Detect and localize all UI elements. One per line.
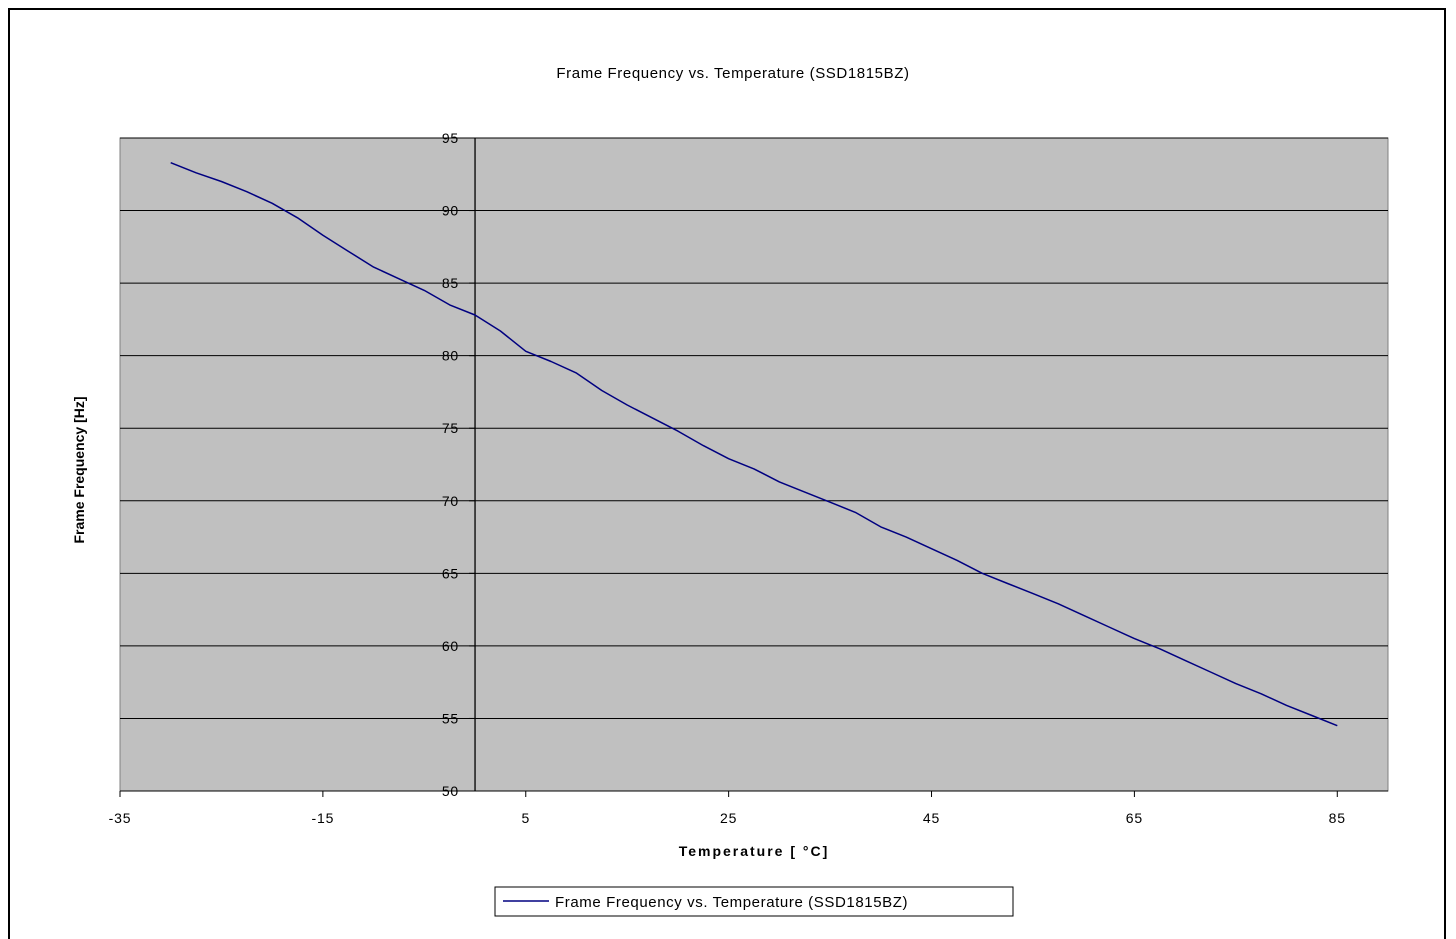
legend: Frame Frequency vs. Temperature (SSD1815… [494, 886, 1014, 917]
y-tick-label: 80 [442, 348, 459, 364]
x-tick-label: 25 [720, 810, 737, 826]
plot-area [119, 137, 1389, 792]
chart-title: Frame Frequency vs. Temperature (SSD1815… [556, 65, 909, 82]
x-axis-title: Temperature [ °C] [679, 843, 830, 859]
y-tick-label: 90 [442, 203, 459, 219]
series-line [170, 162, 1338, 727]
legend-box [494, 886, 1014, 917]
x-tick-label: 5 [521, 810, 530, 826]
y-tick-label: 55 [442, 710, 459, 726]
legend-label: Frame Frequency vs. Temperature (SSD1815… [555, 894, 908, 911]
y-tick-label: 70 [442, 493, 459, 509]
chart-frame [8, 8, 1446, 939]
series-layer [170, 162, 1338, 727]
y-tick-label: 65 [442, 565, 459, 581]
y-tick-labels: 50 55 60 65 70 75 80 85 90 95 [442, 130, 476, 799]
x-tick-label: 45 [923, 810, 940, 826]
x-tick-label: -35 [109, 810, 132, 826]
x-tick-labels: -35 -15 5 25 45 65 85 [109, 791, 1346, 826]
y-tick-label: 95 [442, 130, 459, 146]
gridlines [120, 137, 1388, 719]
x-tick-label: 65 [1126, 810, 1143, 826]
x-tick-label: 85 [1329, 810, 1346, 826]
y-tick-label: 75 [442, 420, 459, 436]
x-tick-label: -15 [312, 810, 335, 826]
y-tick-label: 85 [442, 275, 459, 291]
y-tick-label: 60 [442, 638, 459, 654]
axes [120, 138, 1388, 792]
y-tick-label: 50 [442, 783, 459, 799]
y-axis-title: Frame Frequency [Hz] [71, 396, 87, 543]
